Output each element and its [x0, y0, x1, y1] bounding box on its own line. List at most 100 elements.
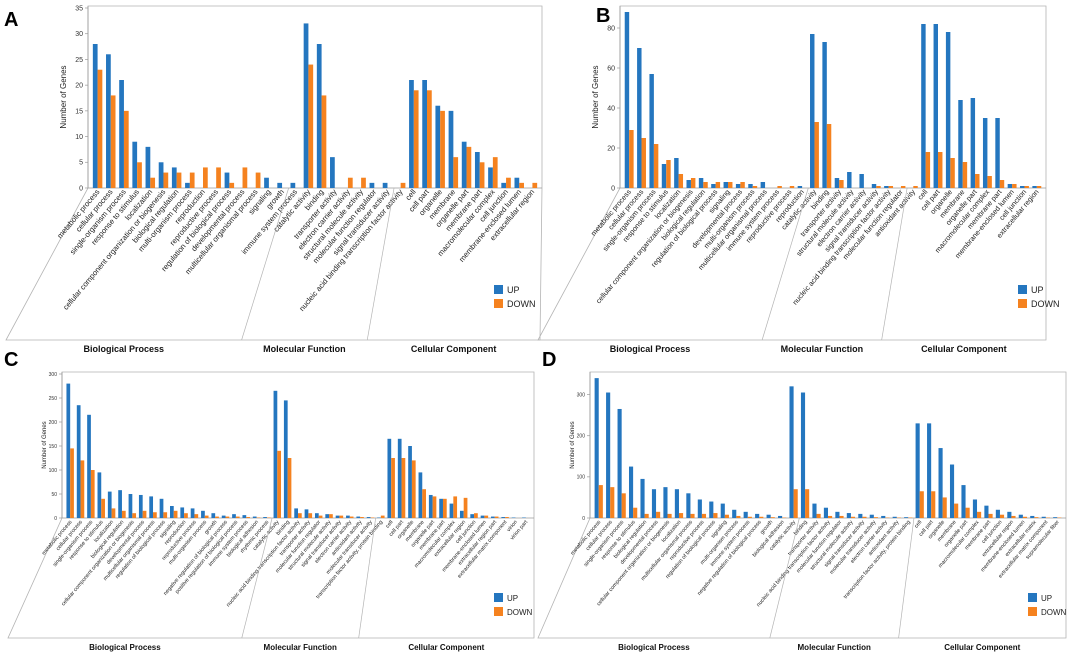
bar-down-11 [242, 167, 248, 188]
y-tick-label: 0 [54, 516, 57, 522]
bar-down-23 [913, 186, 918, 188]
bar-down-29 [987, 176, 992, 188]
bar-down-33 [411, 460, 416, 518]
legend: UP DOWN [1028, 593, 1067, 617]
bar-up-10 [170, 506, 174, 518]
y-tick-label: 25 [75, 57, 83, 64]
bar-down-33 [977, 511, 982, 518]
legend-up-label: UP [1041, 594, 1052, 603]
bar-up-30 [938, 448, 943, 518]
bar-up-27 [448, 110, 454, 188]
bar-up-24 [314, 513, 319, 518]
bar-down-0 [70, 448, 74, 518]
bar-down-31 [506, 177, 511, 188]
bar-down-10 [752, 186, 758, 188]
bar-down-26 [339, 515, 344, 518]
bar-down-10 [229, 182, 235, 188]
y-tick-label: 60 [607, 65, 615, 72]
bar-down-32 [519, 182, 524, 188]
bar-up-9 [697, 499, 702, 518]
y-tick-label: 300 [577, 392, 586, 398]
bar-up-10 [709, 501, 714, 518]
bar-up-41 [491, 516, 495, 518]
y-axis-title: Number of Genes [591, 65, 600, 128]
bar-up-22 [382, 182, 388, 188]
bar-down-9 [216, 167, 221, 188]
bar-down-42 [505, 517, 509, 518]
bar-up-28 [970, 98, 976, 188]
chart-frame [5, 5, 543, 341]
bar-down-2 [621, 493, 626, 518]
bar-down-20 [277, 450, 282, 518]
legend-down-label: DOWN [507, 299, 536, 309]
bar-down-1 [110, 95, 116, 188]
category-label: cell [914, 519, 924, 529]
bar-up-26 [335, 515, 340, 518]
bar-down-25 [938, 152, 943, 188]
bar-up-12 [190, 508, 195, 518]
legend-up-label: UP [507, 594, 518, 603]
bar-down-0 [629, 130, 634, 188]
bar-down-8 [203, 167, 208, 188]
bar-up-11 [720, 503, 725, 518]
y-tick-label: 10 [75, 134, 83, 141]
bar-down-25 [329, 514, 333, 518]
bar-down-13 [204, 515, 209, 518]
bar-up-30 [995, 118, 1000, 188]
bar-up-18 [252, 516, 257, 518]
bar-up-15 [221, 515, 226, 518]
bar-down-28 [919, 491, 924, 518]
y-tick-label: 30 [75, 31, 83, 38]
bar-up-31 [949, 464, 955, 518]
bar-up-17 [834, 178, 840, 188]
bar-down-22 [850, 516, 856, 518]
group-label: Biological Process [89, 643, 161, 652]
bar-up-13 [743, 511, 748, 518]
bar-down-15 [814, 122, 819, 188]
bar-up-37 [1018, 514, 1023, 518]
y-tick-label: 40 [607, 105, 615, 112]
bar-down-8 [728, 182, 733, 188]
group-label: Molecular Function [264, 643, 337, 652]
bar-up-16 [778, 515, 783, 518]
bar-up-6 [663, 487, 668, 518]
bar-up-23 [304, 509, 309, 518]
bar-down-37 [1022, 516, 1028, 518]
bar-up-7 [138, 494, 143, 518]
bar-up-20 [823, 507, 828, 518]
bar-up-7 [711, 184, 716, 188]
bar-up-25 [933, 24, 938, 188]
legend-up-swatch [494, 285, 503, 294]
legend-down-label: DOWN [507, 608, 533, 617]
bar-up-7 [674, 489, 679, 518]
bar-down-36 [442, 498, 447, 518]
bar-up-7 [185, 182, 190, 188]
bar-up-1 [606, 392, 611, 518]
y-tick-label: 80 [607, 25, 615, 32]
bar-down-2 [653, 144, 659, 188]
bar-up-3 [132, 141, 138, 188]
bar-up-3 [97, 472, 102, 518]
bar-up-0 [92, 44, 98, 188]
panel-letter: A [4, 9, 18, 31]
bar-down-9 [740, 182, 745, 188]
bar-down-24 [873, 517, 878, 518]
legend-down-swatch [494, 607, 503, 616]
bar-down-24 [925, 152, 931, 188]
bar-up-33 [408, 446, 412, 518]
y-tick-label: 0 [582, 516, 585, 522]
bar-down-5 [690, 178, 696, 188]
bar-up-39 [1041, 516, 1046, 518]
legend-down-label: DOWN [1041, 608, 1067, 617]
bar-up-24 [921, 24, 926, 188]
bar-down-6 [132, 513, 137, 518]
bar-down-38 [1034, 517, 1039, 518]
bar-up-23 [858, 513, 863, 518]
bar-down-20 [361, 177, 366, 188]
bar-down-16 [826, 124, 832, 188]
bar-down-30 [999, 180, 1005, 188]
bar-down-35 [432, 496, 437, 518]
bar-down-17 [246, 517, 250, 518]
